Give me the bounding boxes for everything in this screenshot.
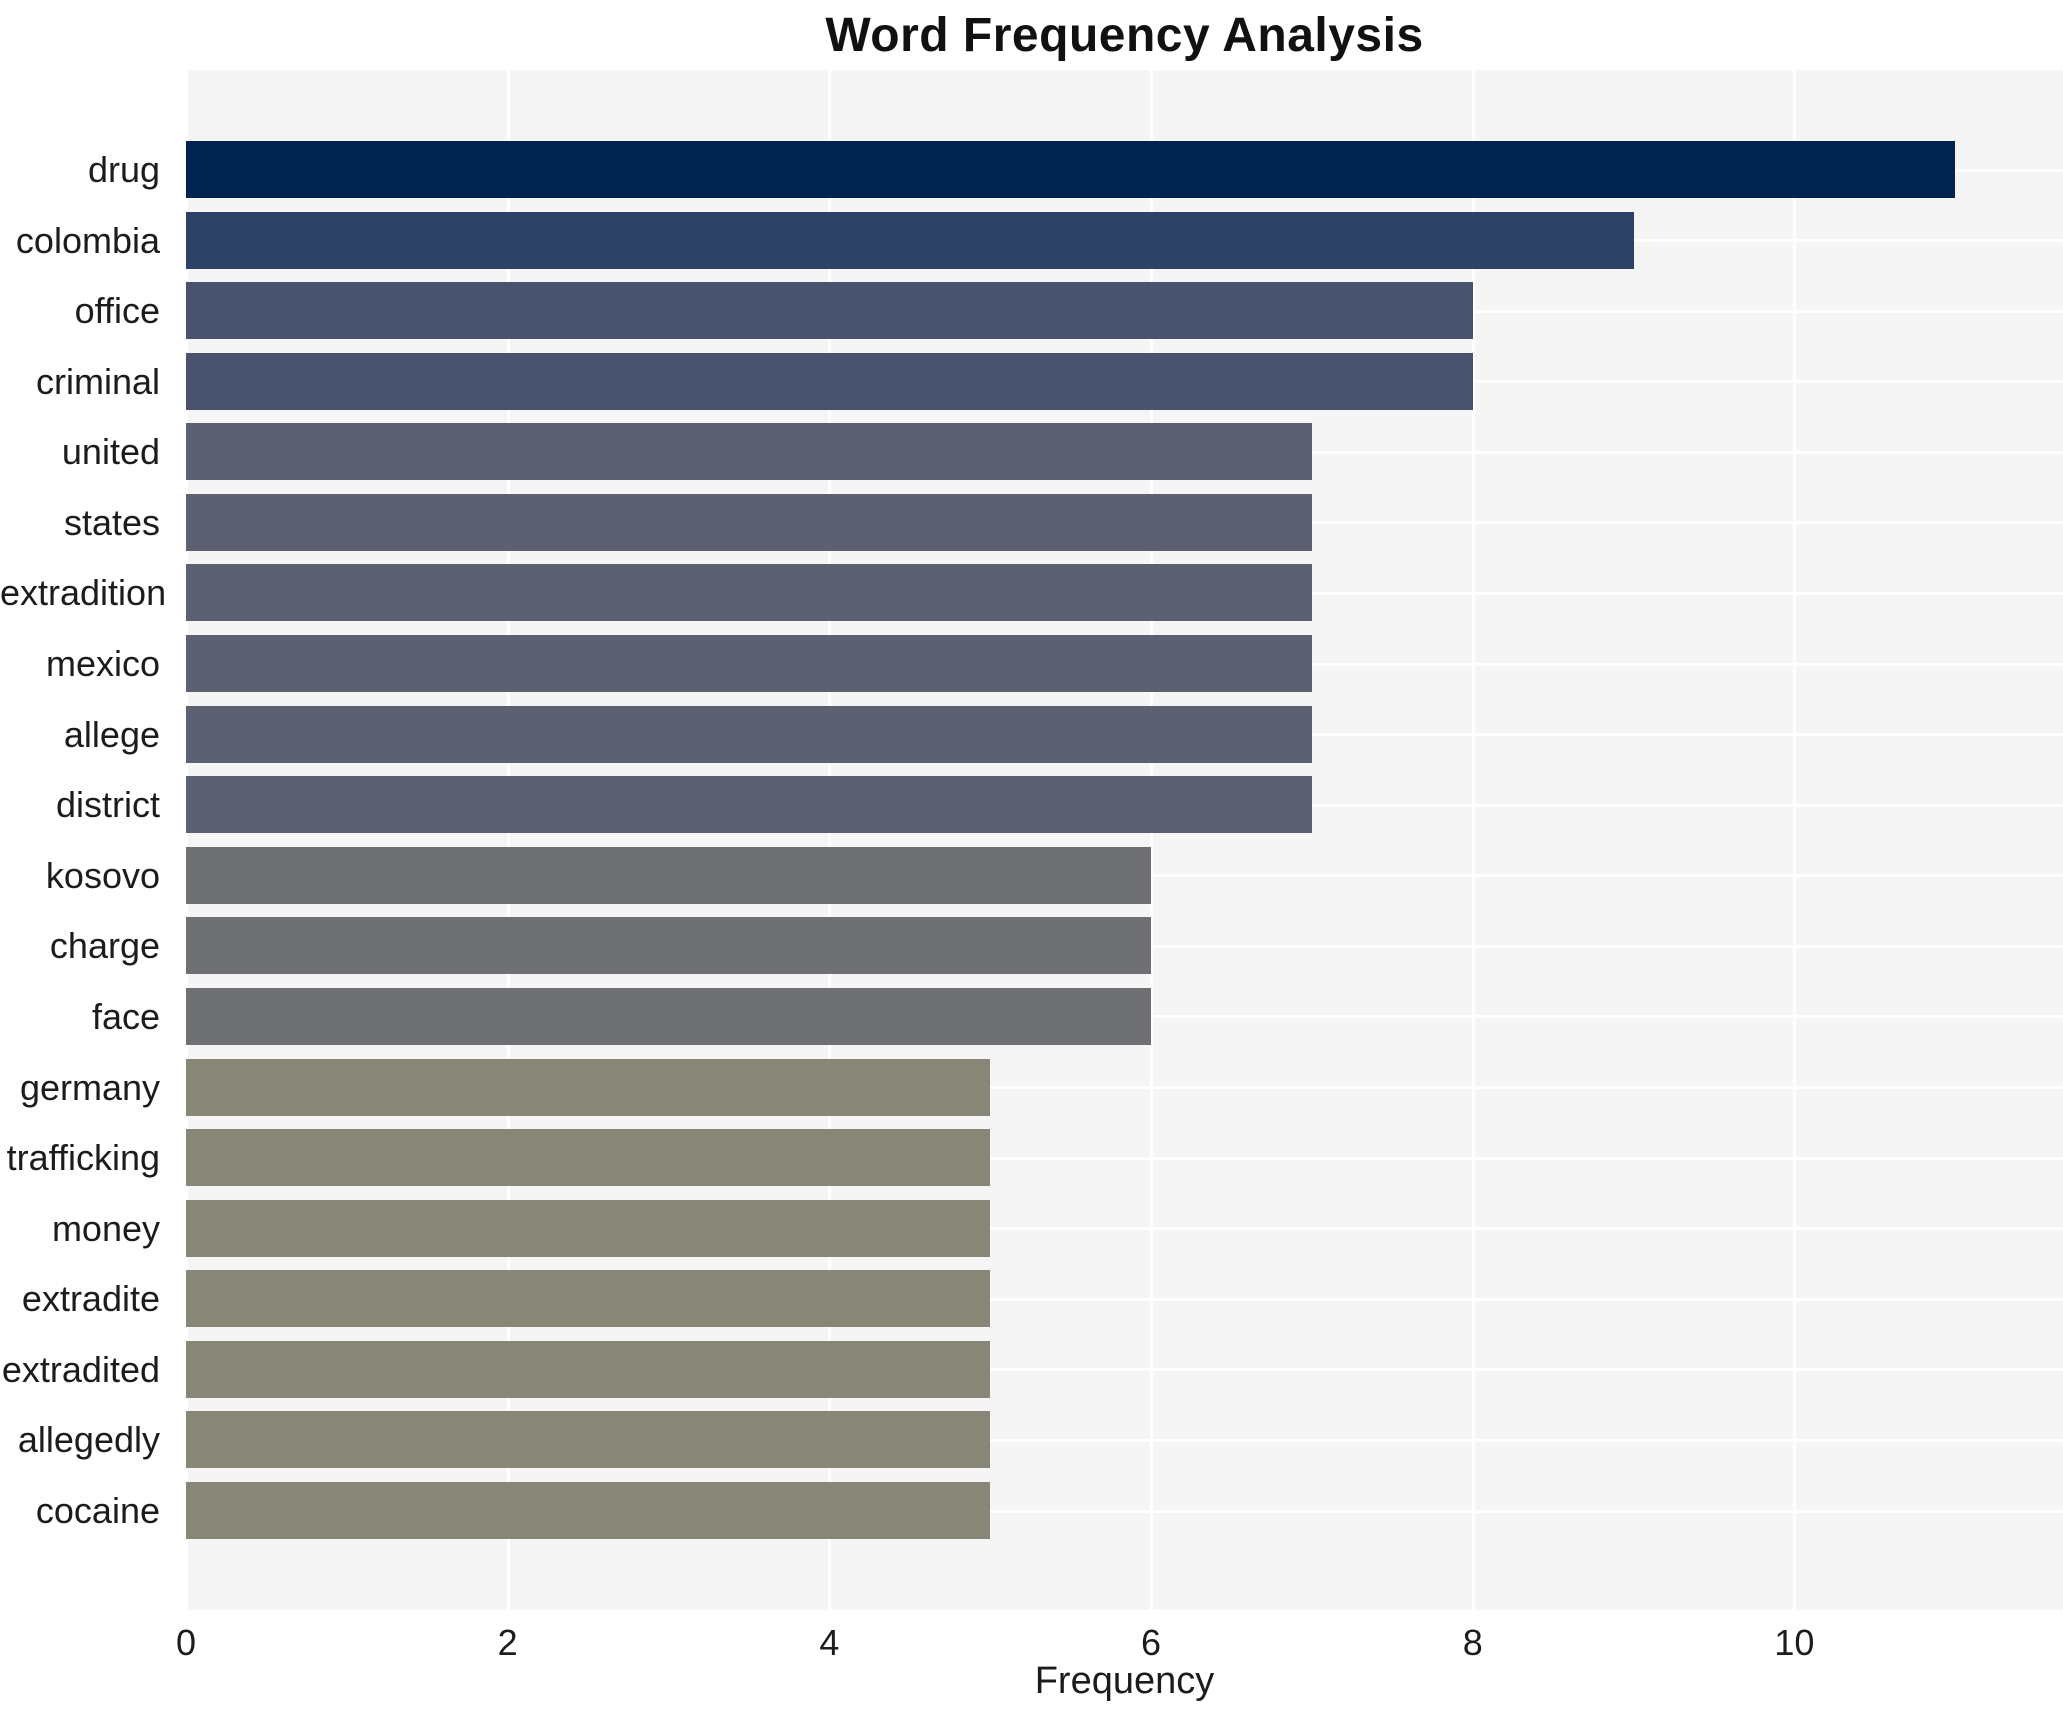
x-gridline (506, 70, 510, 1610)
plot-area (185, 70, 2063, 1610)
bar-colombia (186, 211, 1634, 269)
x-gridline (1471, 70, 1475, 1610)
bar-cocaine (186, 1482, 991, 1540)
bar-germany (186, 1058, 991, 1116)
bar-face (186, 987, 1152, 1045)
bar-allegedly (186, 1411, 991, 1469)
y-gridline (186, 1227, 2063, 1231)
x-axis-title: Frequency (1034, 1660, 1215, 1702)
y-axis-label-allege: allege (63, 713, 160, 755)
bar-united (186, 423, 1312, 481)
bar-district (186, 776, 1312, 834)
y-axis-label-germany: germany (19, 1066, 160, 1108)
bar-extradited (186, 1340, 991, 1398)
bar-states (186, 493, 1312, 551)
x-gridline (185, 70, 188, 1610)
bar-extradite (186, 1270, 991, 1328)
y-axis-label-office: office (74, 290, 160, 332)
x-tick-label: 6 (1141, 1622, 1162, 1663)
y-axis-label-trafficking: trafficking (6, 1137, 160, 1179)
y-axis-label-kosovo: kosovo (45, 854, 160, 896)
bar-money (186, 1199, 991, 1257)
y-axis-label-mexico: mexico (45, 643, 160, 685)
x-gridline (1793, 70, 1797, 1610)
bar-kosovo (186, 846, 1152, 904)
bar-office (186, 282, 1473, 340)
bar-drug (186, 141, 1956, 198)
y-axis-label-allegedly: allegedly (17, 1419, 160, 1461)
y-gridline (186, 1086, 2063, 1090)
y-axis-label-united: united (61, 431, 160, 473)
y-gridline (186, 1297, 2063, 1301)
x-tick-label: 4 (819, 1622, 840, 1663)
y-axis-label-district: district (55, 784, 160, 826)
x-gridline (828, 70, 832, 1610)
bar-charge (186, 917, 1152, 975)
y-axis-label-extradite: extradite (21, 1278, 160, 1320)
y-axis-label-extradition: extradition (0, 572, 167, 614)
y-axis-label-extradited: extradited (1, 1348, 160, 1390)
x-tick-label: 8 (1462, 1622, 1483, 1663)
y-gridline (186, 1368, 2063, 1372)
y-axis-label-face: face (91, 995, 160, 1037)
x-tick-label: 2 (497, 1622, 518, 1663)
y-gridline (186, 1509, 2063, 1513)
x-gridline (1150, 70, 1154, 1610)
y-axis-label-drug: drug (87, 149, 160, 190)
bar-trafficking (186, 1129, 991, 1187)
y-gridline (186, 1156, 2063, 1160)
bar-extradition (186, 564, 1312, 622)
y-gridline (186, 1438, 2063, 1442)
y-axis-label-cocaine: cocaine (35, 1490, 160, 1532)
bar-criminal (186, 352, 1473, 410)
x-tick-label: 10 (1774, 1622, 1815, 1663)
y-axis-label-criminal: criminal (35, 360, 160, 402)
bar-mexico (186, 635, 1312, 693)
y-axis-label-money: money (51, 1207, 160, 1249)
x-tick-label: 0 (175, 1622, 197, 1663)
bar-allege (186, 705, 1312, 763)
y-axis-label-charge: charge (49, 925, 160, 967)
chart-title: Word Frequency Analysis (825, 9, 1424, 62)
y-axis-label-colombia: colombia (15, 219, 160, 261)
y-axis-label-states: states (63, 501, 160, 543)
